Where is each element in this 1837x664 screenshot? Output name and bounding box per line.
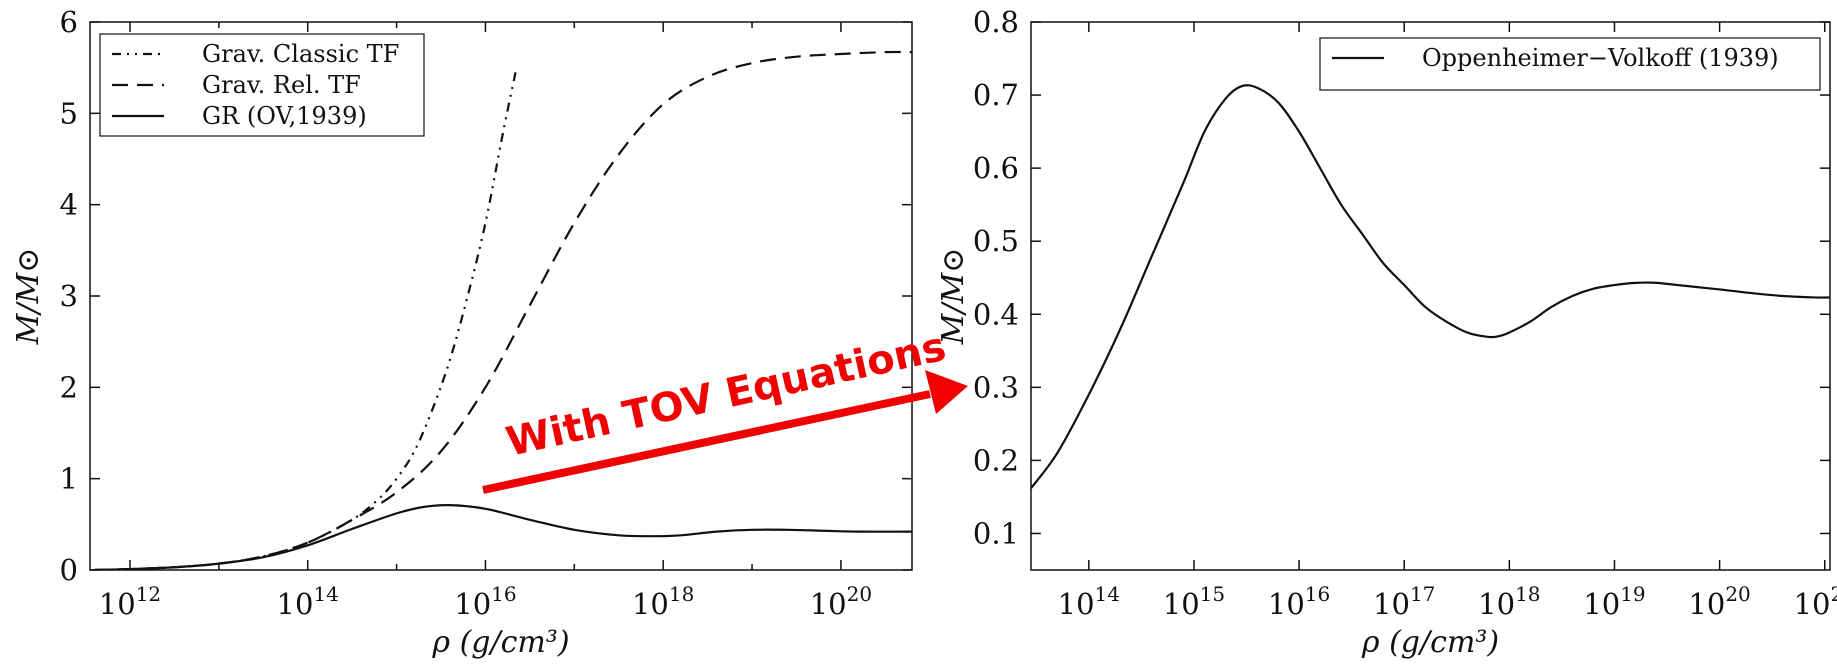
series-line-gr-ov-1939 bbox=[94, 503, 912, 570]
x-tick-base: 10 bbox=[1268, 587, 1305, 621]
x-tick-exponent: 20 bbox=[847, 582, 872, 606]
series-group bbox=[94, 50, 912, 570]
x-tick-label: 1020 bbox=[1688, 582, 1750, 621]
x-tick-label: 1019 bbox=[1583, 582, 1645, 621]
x-tick-exponent: 18 bbox=[669, 582, 694, 606]
chart-right-ov-mass-vs-density: 101410151016101710181019102010210.10.20.… bbox=[936, 5, 1837, 660]
y-ticks: 0.1 0.2 0.3 0.4 0.5 0.6 0.7 0.8 bbox=[973, 5, 1830, 550]
x-tick-label: 1020 bbox=[810, 582, 872, 621]
x-ticks: 1012 1014 1016 1018 1020 bbox=[99, 22, 872, 621]
y-tick-label: 0.7 bbox=[973, 78, 1019, 112]
y-tick-label: 0.1 bbox=[973, 516, 1019, 550]
y-tick-label: 1 bbox=[60, 462, 78, 496]
x-tick-label: 1016 bbox=[454, 582, 516, 621]
x-tick-exponent: 15 bbox=[1200, 582, 1225, 606]
legend: Oppenheimer−Volkoff (1939) bbox=[1319, 37, 1821, 91]
x-tick-base: 10 bbox=[277, 587, 314, 621]
x-tick-base: 10 bbox=[1583, 587, 1620, 621]
annotation-text: With TOV Equations bbox=[502, 324, 950, 466]
x-tick-base: 10 bbox=[1688, 587, 1725, 621]
x-tick-exponent: 14 bbox=[313, 582, 338, 606]
x-ticks: 10141015101610171018101910201021 bbox=[1058, 22, 1837, 621]
x-tick-exponent: 16 bbox=[491, 582, 516, 606]
y-axis-label: M/M⊙ bbox=[11, 248, 46, 346]
legend-label: Grav. Classic TF bbox=[202, 40, 399, 68]
x-tick-label: 1015 bbox=[1163, 582, 1225, 621]
x-tick-base: 10 bbox=[1058, 587, 1095, 621]
x-tick-base: 10 bbox=[632, 587, 669, 621]
y-tick-label: 0.4 bbox=[973, 297, 1019, 331]
x-tick-base: 10 bbox=[454, 587, 491, 621]
y-tick-label: 6 bbox=[60, 5, 78, 39]
y-tick-label: 0.2 bbox=[973, 443, 1019, 477]
x-tick-exponent: 18 bbox=[1515, 582, 1540, 606]
y-tick-label: 0.5 bbox=[973, 224, 1019, 258]
x-tick-label: 1014 bbox=[1058, 582, 1120, 621]
tov-annotation: With TOV Equations bbox=[482, 324, 968, 494]
annotation-arrow-shaft bbox=[482, 390, 931, 494]
x-tick-label: 1018 bbox=[1478, 582, 1540, 621]
x-axis-label: ρ (g/cm³) bbox=[431, 625, 569, 660]
y-tick-label: 3 bbox=[60, 279, 78, 313]
x-tick-label: 1018 bbox=[632, 582, 694, 621]
x-tick-exponent: 16 bbox=[1305, 582, 1330, 606]
series-line-oppenheimer-volkoff-1939 bbox=[1031, 84, 1830, 489]
x-tick-base: 10 bbox=[810, 587, 847, 621]
y-tick-label: 5 bbox=[60, 96, 78, 130]
y-axis-label: M/M⊙ bbox=[936, 248, 971, 346]
y-tick-label: 0.6 bbox=[973, 151, 1019, 185]
x-tick-exponent: 14 bbox=[1095, 582, 1120, 606]
x-tick-exponent: 12 bbox=[136, 582, 161, 606]
x-tick-base: 10 bbox=[1478, 587, 1515, 621]
series-line-grav-classic-tf bbox=[94, 67, 518, 570]
legend-box bbox=[99, 33, 425, 137]
legend-label: Grav. Rel. TF bbox=[202, 71, 361, 99]
x-tick-label: 1017 bbox=[1373, 582, 1435, 621]
x-tick-base: 10 bbox=[1373, 587, 1410, 621]
series-group bbox=[1031, 84, 1830, 489]
x-tick-exponent: 17 bbox=[1410, 582, 1435, 606]
x-axis-label: ρ (g/cm³) bbox=[1361, 625, 1499, 660]
y-tick-label: 2 bbox=[60, 370, 78, 404]
plot-frame bbox=[1030, 21, 1831, 571]
x-tick-label: 1021 bbox=[1794, 582, 1837, 621]
y-tick-label: 4 bbox=[60, 188, 78, 222]
y-ticks: 0 1 2 3 4 5 6 bbox=[60, 5, 912, 587]
x-tick-exponent: 19 bbox=[1620, 582, 1645, 606]
plot-frame bbox=[89, 21, 913, 571]
annotation-arrowhead bbox=[925, 370, 968, 414]
x-tick-label: 1012 bbox=[99, 582, 161, 621]
x-tick-label: 1014 bbox=[277, 582, 339, 621]
legend-label: Oppenheimer−Volkoff (1939) bbox=[1422, 44, 1779, 72]
y-tick-label: 0.8 bbox=[973, 5, 1019, 39]
legend-box bbox=[1319, 37, 1821, 91]
y-tick-label: 0.3 bbox=[973, 370, 1019, 404]
x-tick-base: 10 bbox=[99, 587, 136, 621]
x-tick-exponent: 21 bbox=[1830, 582, 1837, 606]
x-tick-base: 10 bbox=[1163, 587, 1200, 621]
y-tick-label: 0 bbox=[60, 553, 78, 587]
legend-label: GR (OV,1939) bbox=[202, 102, 367, 130]
x-tick-exponent: 20 bbox=[1725, 582, 1750, 606]
x-tick-base: 10 bbox=[1794, 587, 1831, 621]
x-tick-label: 1016 bbox=[1268, 582, 1330, 621]
legend: Grav. Classic TF Grav. Rel. TF GR (OV,1939… bbox=[99, 33, 425, 137]
